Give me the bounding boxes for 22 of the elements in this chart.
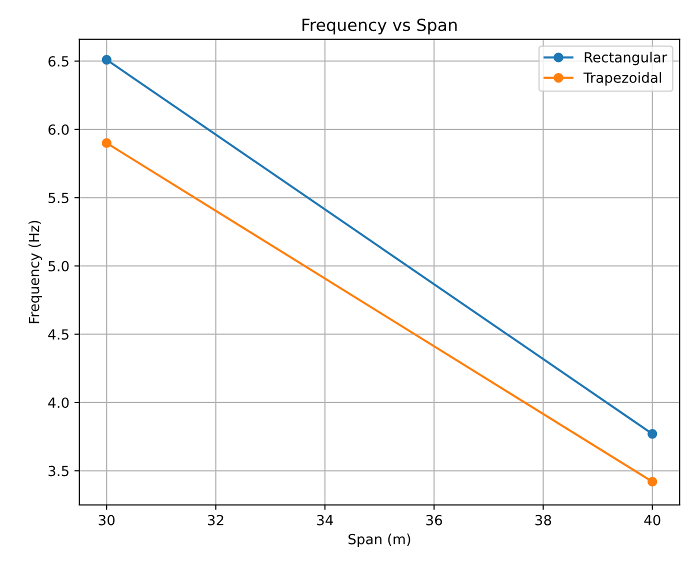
x-tick-label: 36 xyxy=(426,514,442,526)
chart-title: Frequency vs Span xyxy=(302,18,457,34)
point xyxy=(648,429,658,439)
x-tick-label: 40 xyxy=(644,514,660,526)
x-axis-title: Span (m) xyxy=(348,534,410,548)
legend-label: Rectangular xyxy=(584,52,668,66)
x-tick-label: 34 xyxy=(317,514,333,526)
x-tick-label: 32 xyxy=(208,514,224,526)
point xyxy=(102,138,112,148)
y-tick-label: 4.0 xyxy=(48,397,69,408)
y-tick-label: 4.5 xyxy=(48,329,68,340)
point xyxy=(102,54,112,65)
point xyxy=(648,476,658,487)
y-tick-label: 3.5 xyxy=(48,466,68,476)
legend-label: Trapezoidal xyxy=(583,72,662,86)
y-tick-label: 5.0 xyxy=(48,260,69,272)
y-tick-label: 5.5 xyxy=(48,192,68,204)
y-axis-title: Frequency (Hz) xyxy=(28,220,42,324)
y-tick-label: 6.0 xyxy=(48,124,69,135)
x-tick-label: 38 xyxy=(535,514,552,526)
y-tick-label: 6.5 xyxy=(48,56,68,67)
x-tick-label: 30 xyxy=(98,514,115,526)
